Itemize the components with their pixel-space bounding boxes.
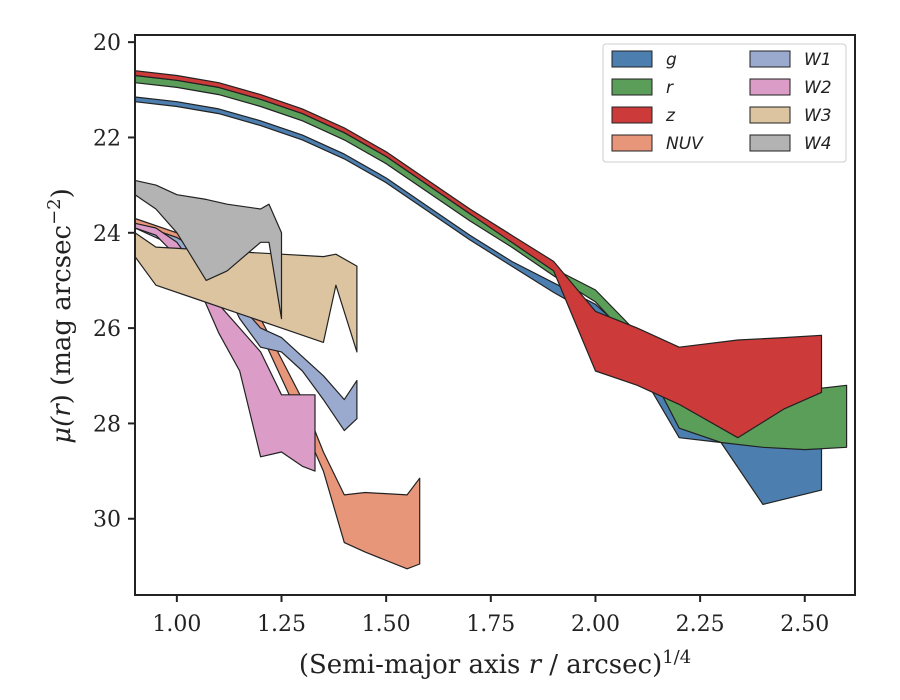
legend-label-z: z [665,106,676,126]
legend-swatch-NUV [611,134,653,152]
x-tick-label: 1.00 [152,612,201,637]
y-tick-label: 30 [93,508,121,533]
axes-layer: 1.00 1.25 1.50 1.75 2.00 2.25 2.50 20 22 24 26 28 30 [93,31,856,637]
x-tick-label: 1.50 [362,612,411,637]
legend-label-W4: W4 [804,134,832,154]
y-tick-label: 20 [93,31,121,56]
legend-label-W3: W3 [804,106,832,126]
series-layer [134,70,848,570]
x-tick-label: 1.25 [257,612,306,637]
y-tick-label: 26 [93,317,121,342]
legend-swatch-W4 [749,134,791,152]
legend-swatch-z [611,106,653,124]
legend-swatch-W1 [749,50,791,68]
series-band-g [134,96,823,505]
y-axis-label: μ(r) (mag arcsec−2) [44,188,77,444]
legend-swatch-W3 [749,106,791,124]
series-band-W4 [134,179,283,320]
legend-label-W2: W2 [804,78,832,98]
legend: grz NUV W1 W2 W3 W4 [602,43,847,163]
x-tick-label: 2.00 [571,612,620,637]
y-tick-label: 22 [93,126,121,151]
legend-label-NUV: NUV [666,134,704,154]
legend-box [602,43,847,163]
legend-swatch-r [611,78,653,96]
legend-swatch-g [611,50,653,68]
y-tick-label: 28 [93,412,121,437]
x-tick-label: 2.50 [780,612,829,637]
plot-frame [134,34,856,596]
x-axis-label: (Semi-major axis r / arcsec)1/4 [299,647,691,680]
x-tick-label: 1.75 [466,612,515,637]
legend-swatch-W2 [749,78,791,96]
series-band-z [134,70,823,439]
legend-label-g: g [666,50,677,70]
y-tick-label: 24 [93,222,121,247]
legend-label-W1: W1 [804,50,832,70]
x-tick-label: 2.25 [676,612,725,637]
legend-label-r: r [666,78,674,98]
